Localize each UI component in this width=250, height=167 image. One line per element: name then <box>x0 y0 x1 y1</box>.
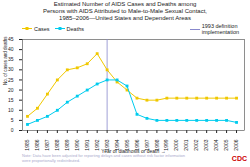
html-text:Deaths: Deaths <box>66 25 84 32</box>
svg-text:30: 30 <box>8 66 14 72</box>
svg-text:Year of diagnosis or death →: Year of diagnosis or death → <box>101 148 165 154</box>
svg-text:2005: 2005 <box>223 139 229 150</box>
svg-text:1995: 1995 <box>123 139 130 151</box>
html-text:Note: Data have been adjusted: Note: Data have been adjusted for report… <box>22 153 185 163</box>
svg-text:20: 20 <box>8 87 14 93</box>
html-text:1993 definition implementation: 1993 definition implementation <box>201 23 239 35</box>
svg-text:5: 5 <box>11 117 14 123</box>
svg-text:35: 35 <box>8 56 14 62</box>
svg-text:1999: 1999 <box>163 139 170 151</box>
svg-text:1986: 1986 <box>34 139 40 150</box>
svg-text:10: 10 <box>8 107 14 113</box>
svg-text:1992: 1992 <box>94 139 100 150</box>
svg-text:1985: 1985 <box>24 139 30 150</box>
svg-text:2002: 2002 <box>193 139 199 150</box>
svg-text:0: 0 <box>11 127 14 133</box>
svg-text:2006: 2006 <box>233 139 239 150</box>
svg-text:No. of cases and deaths (in th: No. of cases and deaths (in thousands) <box>3 35 8 85</box>
html-text:Estimated Number of AIDS Cases: Estimated Number of AIDS Cases and Death… <box>43 1 207 21</box>
svg-text:1987: 1987 <box>44 139 50 150</box>
svg-text:40: 40 <box>8 46 14 52</box>
svg-text:25: 25 <box>8 77 14 83</box>
svg-text:2003: 2003 <box>203 139 209 150</box>
svg-text:45: 45 <box>8 36 14 42</box>
svg-text:2001: 2001 <box>183 139 189 150</box>
svg-text:1988: 1988 <box>54 139 60 150</box>
svg-text:1989: 1989 <box>64 139 70 150</box>
svg-text:1998: 1998 <box>153 139 160 151</box>
svg-text:2000: 2000 <box>173 139 179 150</box>
svg-text:1997: 1997 <box>143 139 150 151</box>
svg-text:1996: 1996 <box>133 139 140 151</box>
svg-text:15: 15 <box>8 97 14 103</box>
svg-text:2004: 2004 <box>213 139 219 150</box>
svg-text:1990: 1990 <box>74 139 80 150</box>
svg-text:1994: 1994 <box>113 139 120 151</box>
svg-text:1993: 1993 <box>103 139 110 151</box>
html-text:CDC: CDC <box>231 155 247 162</box>
html-text:Cases: Cases <box>34 25 50 32</box>
svg-text:1991: 1991 <box>84 139 90 150</box>
